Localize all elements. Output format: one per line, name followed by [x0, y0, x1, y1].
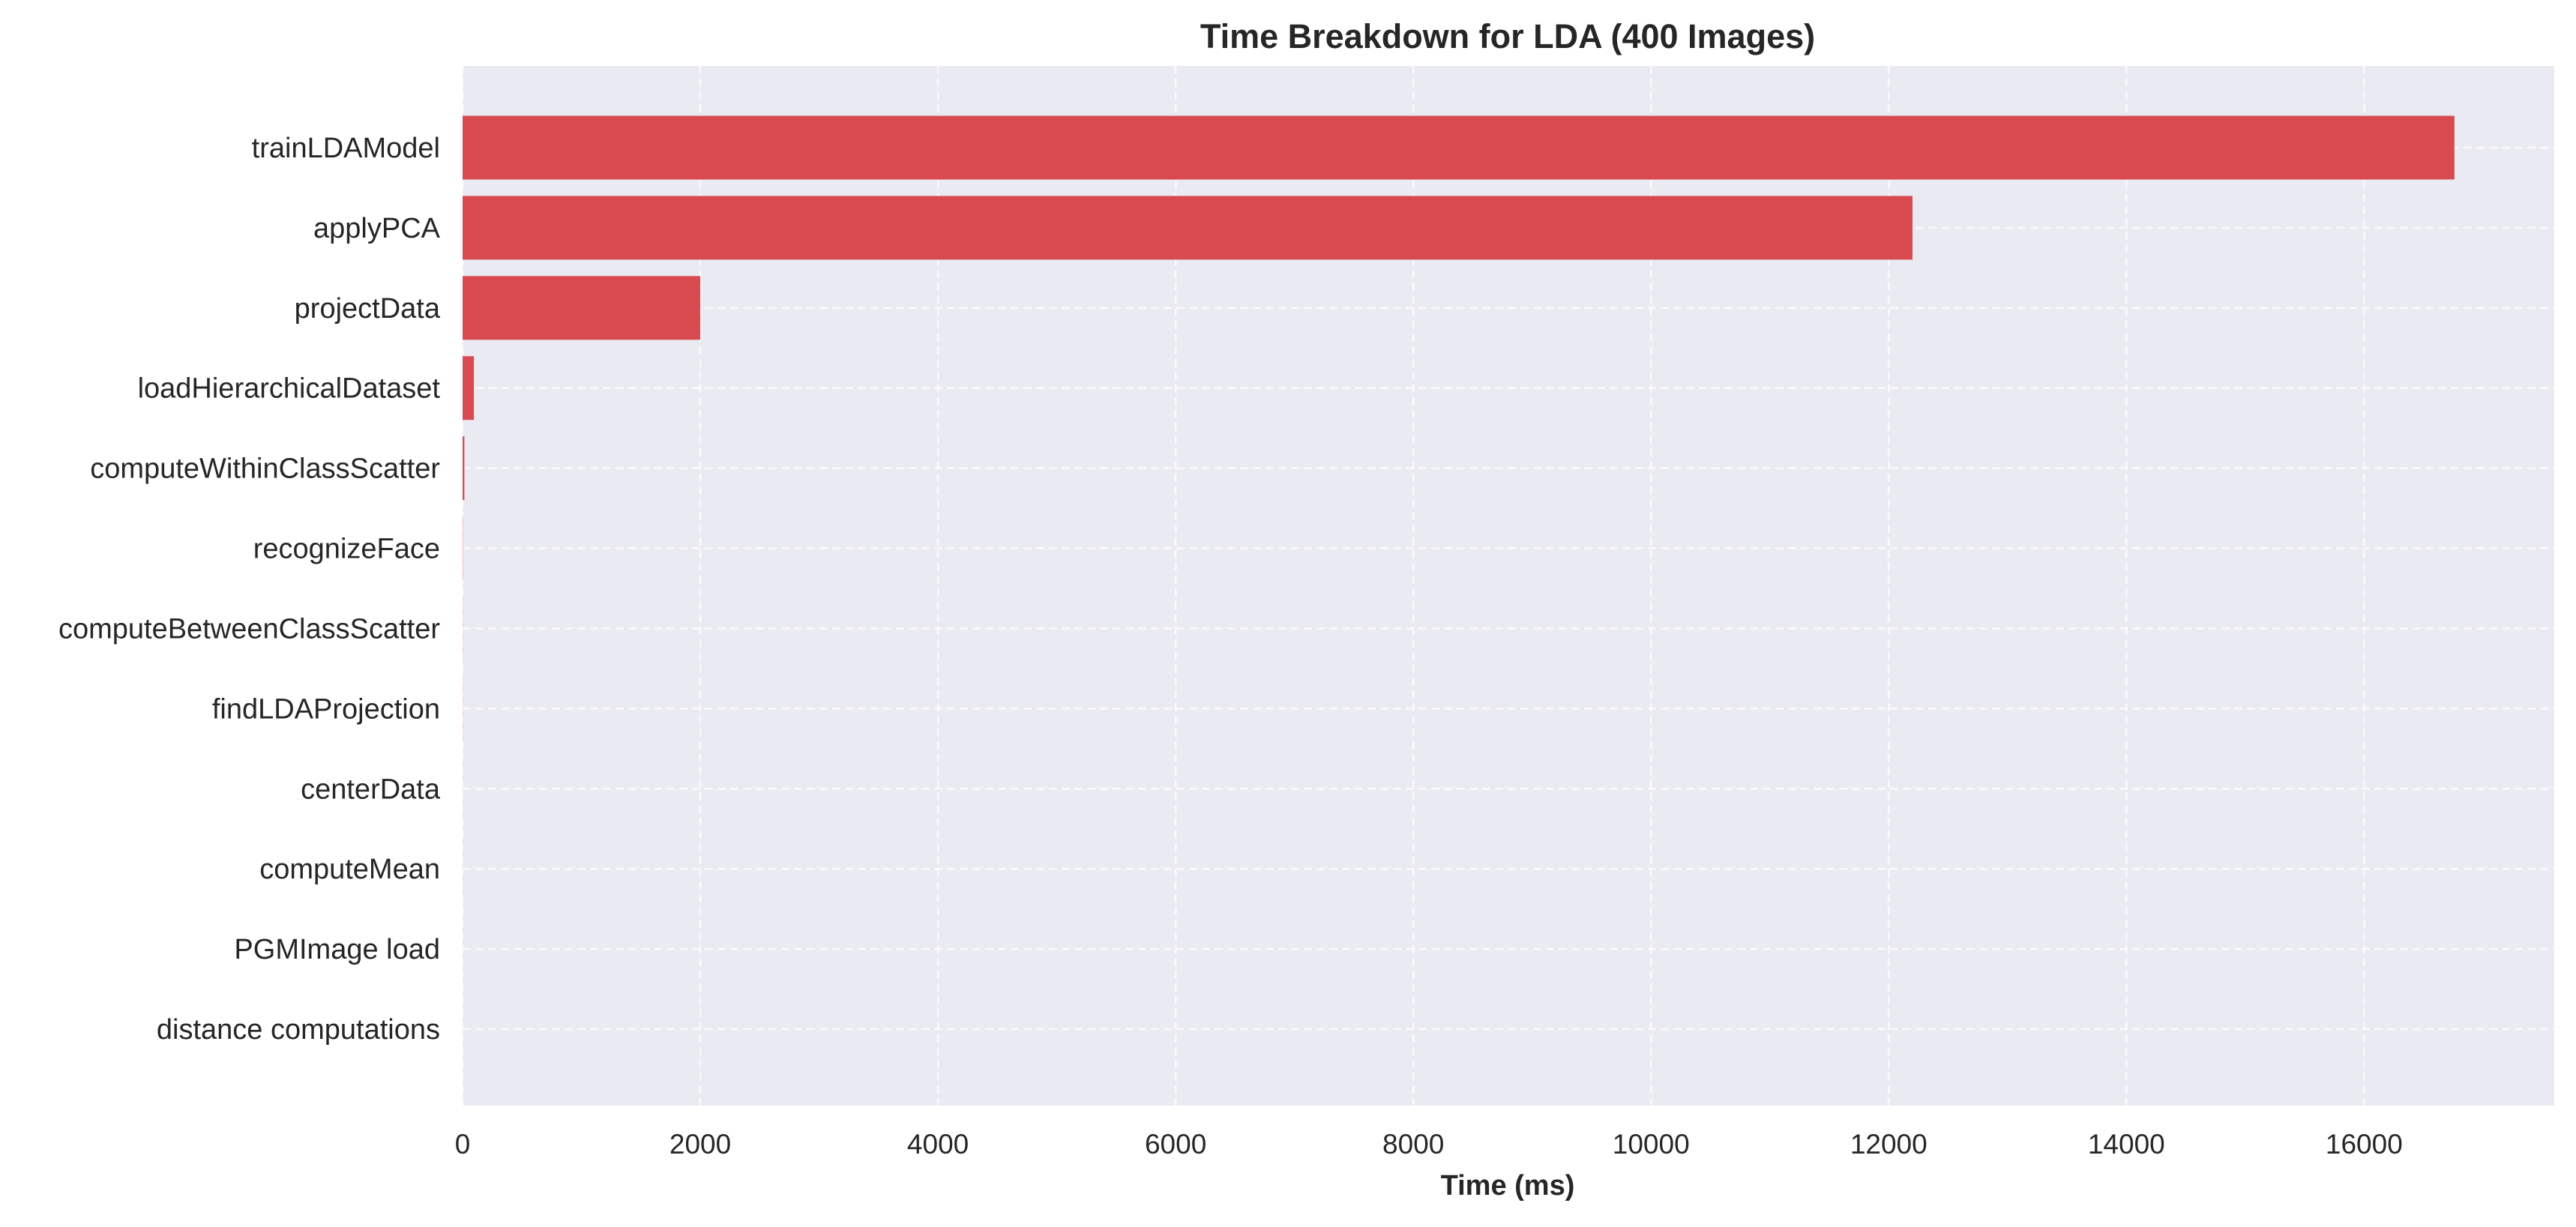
x-tick-label: 12000 — [1850, 1129, 1928, 1160]
chart-title: Time Breakdown for LDA (400 Images) — [1200, 17, 1815, 55]
bar-projectdata — [463, 276, 700, 340]
x-tick-label: 16000 — [2326, 1129, 2403, 1160]
category-label: computeBetweenClassScatter — [58, 613, 440, 645]
category-label: computeMean — [259, 854, 440, 885]
x-tick-label: 6000 — [1145, 1129, 1206, 1160]
category-label: distance computations — [157, 1014, 440, 1046]
x-tick-label: 0 — [455, 1129, 471, 1160]
x-tick-label: 2000 — [669, 1129, 731, 1160]
bar-trainldamodel — [463, 116, 2455, 180]
bar-loadhierarchicaldataset — [463, 356, 474, 420]
bar-computewithinclassscatter — [463, 436, 464, 500]
category-label: recognizeFace — [253, 534, 440, 565]
bar-applypca — [463, 196, 1913, 259]
category-label: centerData — [301, 774, 441, 805]
x-tick-label: 4000 — [907, 1129, 969, 1160]
x-axis-label: Time (ms) — [1441, 1170, 1575, 1202]
category-label: applyPCA — [313, 213, 441, 244]
x-tick-labels: 0 2000 4000 6000 8000 10000 12000 14000 16000 — [455, 1129, 2403, 1160]
x-tick-label: 8000 — [1382, 1129, 1444, 1160]
category-label: computeWithinClassScatter — [90, 453, 440, 485]
category-label: loadHierarchicalDataset — [138, 373, 441, 405]
category-label: findLDAProjection — [212, 693, 440, 725]
x-tick-label: 10000 — [1613, 1129, 1690, 1160]
category-label: trainLDAModel — [252, 133, 440, 164]
category-label: PGMImage load — [234, 934, 440, 965]
x-tick-label: 14000 — [2088, 1129, 2165, 1160]
category-labels: trainLDAModel applyPCA projectData loadHier… — [58, 133, 441, 1046]
category-label: projectData — [295, 293, 441, 325]
